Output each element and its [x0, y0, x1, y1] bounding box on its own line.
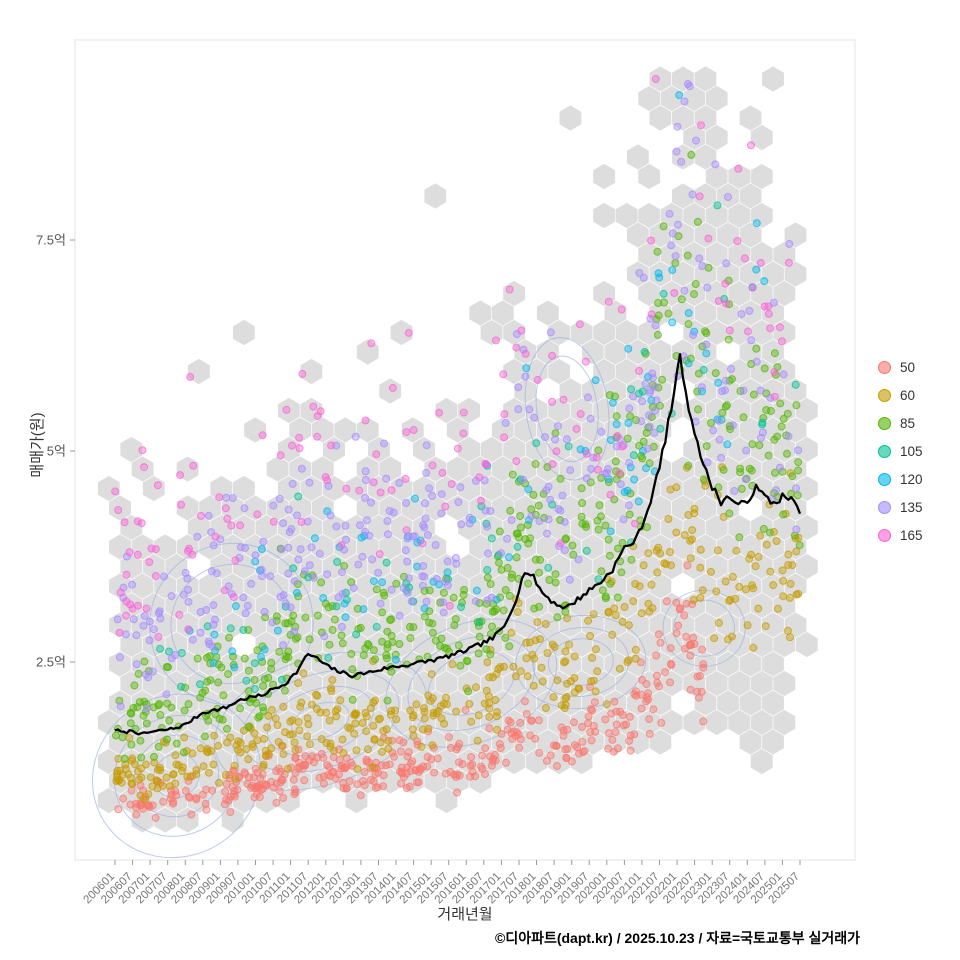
legend-item-label: 85	[900, 416, 916, 431]
legend-item-60: 60	[878, 388, 923, 403]
legend-swatch-icon	[878, 445, 891, 458]
legend-item-label: 105	[900, 444, 923, 459]
legend-item-label: 120	[900, 472, 923, 487]
legend: 50 60 85 105 120 135 165	[878, 360, 923, 543]
scatter-points	[111, 75, 804, 822]
legend-item-165: 165	[878, 528, 923, 543]
legend-swatch-icon	[878, 529, 891, 542]
source-caption: ©디아파트(dapt.kr) / 2025.10.23 / 자료=국토교통부 실…	[495, 930, 860, 946]
legend-item-label: 165	[900, 528, 923, 543]
legend-swatch-icon	[878, 389, 891, 402]
axes: 2006012006072007012007072008012008072009…	[36, 233, 802, 907]
legend-swatch-icon	[878, 473, 891, 486]
legend-swatch-icon	[878, 361, 891, 374]
legend-item-135: 135	[878, 500, 923, 515]
y-axis-title: 매매가(원)	[29, 412, 46, 478]
x-axis-title: 거래년월	[437, 906, 493, 923]
svg-text:2.5억: 2.5억	[36, 655, 66, 670]
legend-item-105: 105	[878, 444, 923, 459]
legend-item-label: 60	[900, 388, 916, 403]
svg-text:5억: 5억	[47, 444, 66, 459]
hexbin-layer	[97, 66, 818, 833]
legend-swatch-icon	[878, 417, 891, 430]
legend-item-label: 135	[900, 500, 923, 515]
legend-item-120: 120	[878, 472, 923, 487]
legend-swatch-icon	[878, 501, 891, 514]
median-trend-line	[114, 352, 802, 736]
svg-text:7.5억: 7.5억	[36, 233, 66, 248]
legend-item-50: 50	[878, 360, 923, 375]
legend-item-label: 50	[900, 360, 916, 375]
legend-item-85: 85	[878, 416, 923, 431]
